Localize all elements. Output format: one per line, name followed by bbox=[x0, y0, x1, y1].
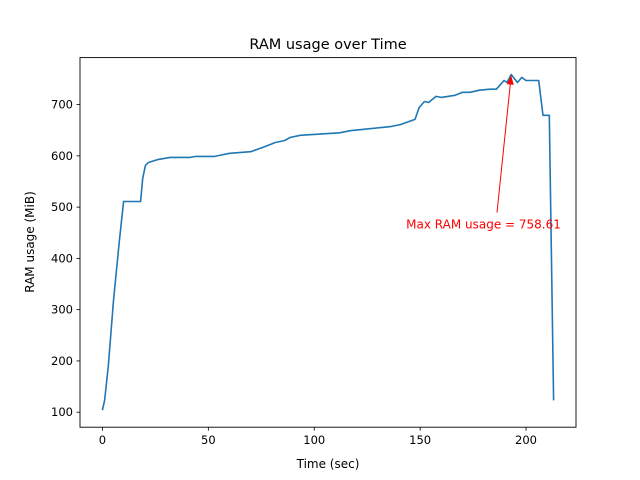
y-tick-label: 500 bbox=[51, 200, 73, 214]
x-tick-label: 100 bbox=[303, 433, 325, 447]
x-tick-label: 150 bbox=[409, 433, 431, 447]
x-tick-label: 200 bbox=[515, 433, 537, 447]
max-ram-annotation: Max RAM usage = 758.61 bbox=[406, 218, 561, 232]
y-tick-label: 200 bbox=[51, 354, 73, 368]
y-tick-label: 300 bbox=[51, 303, 73, 317]
y-tick-label: 600 bbox=[51, 149, 73, 163]
x-tick-label: 50 bbox=[201, 433, 216, 447]
y-tick-label: 100 bbox=[51, 405, 73, 419]
annotation-arrowhead bbox=[506, 75, 514, 85]
y-tick-label: 700 bbox=[51, 98, 73, 112]
chart-title: RAM usage over Time bbox=[249, 37, 406, 53]
ram-usage-line bbox=[101, 73, 555, 411]
annotation-arrow bbox=[496, 75, 512, 213]
axes-frame bbox=[79, 57, 577, 428]
x-tick-label: 0 bbox=[99, 433, 106, 447]
y-axis-label: RAM usage (MiB) bbox=[23, 191, 37, 293]
y-tick-label: 400 bbox=[51, 251, 73, 265]
x-axis-label: Time (sec) bbox=[296, 457, 360, 471]
